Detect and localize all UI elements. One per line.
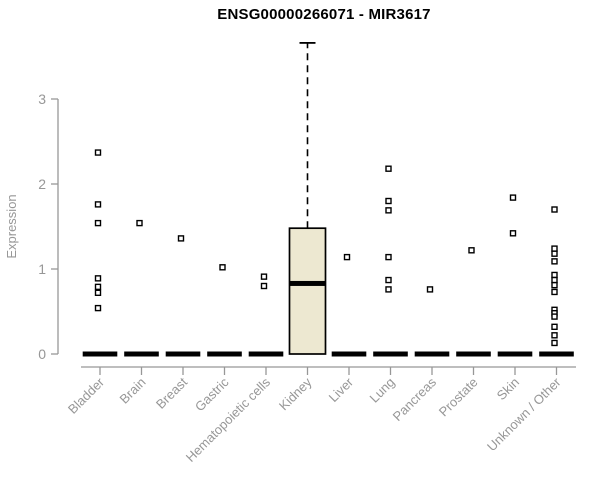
x-category-label: Lung	[367, 375, 398, 406]
outlier-point	[426, 286, 434, 293]
x-category-label: Kidney	[276, 374, 315, 413]
collapsed-box-bar	[82, 351, 118, 357]
outlier-point	[219, 264, 226, 271]
collapsed-box-bar	[373, 351, 408, 357]
collapsed-box-bar	[248, 351, 284, 357]
outlier-point	[94, 275, 102, 282]
outlier-point	[94, 201, 102, 208]
outlier-point	[551, 339, 558, 347]
outlier-point	[509, 230, 517, 237]
outlier-point	[260, 282, 268, 290]
collapsed-box-bar	[124, 351, 159, 357]
outlier-point	[551, 281, 558, 289]
outlier-point	[385, 207, 392, 214]
x-category-label: Prostate	[436, 375, 481, 420]
x-category-label: Gastric	[192, 374, 232, 414]
collapsed-box-bar	[414, 351, 450, 357]
outlier-point	[260, 273, 268, 280]
collapsed-box-bar	[497, 351, 533, 357]
outlier-point	[551, 276, 558, 284]
outlier-point	[551, 323, 558, 330]
y-tick-label: 3	[38, 91, 46, 107]
x-category-label: Unknown / Other	[484, 374, 564, 454]
x-category-label: Skin	[494, 375, 522, 403]
collapsed-box-bar	[331, 351, 367, 357]
chart-title: ENSG00000266071 - MIR3617	[217, 6, 431, 23]
outlier-point	[94, 219, 102, 227]
x-category-label: Breast	[153, 374, 190, 411]
outlier-point	[551, 313, 558, 320]
outlier-point	[94, 289, 102, 296]
y-tick-label: 0	[38, 346, 46, 362]
outlier-point	[551, 271, 558, 279]
outlier-point	[343, 253, 351, 261]
x-category-label: Brain	[117, 375, 149, 407]
median-line	[289, 280, 326, 286]
collapsed-box-bar	[539, 351, 574, 357]
collapsed-box-bar	[456, 351, 491, 357]
outlier-point	[385, 165, 392, 172]
box	[288, 227, 327, 355]
x-category-label: Pancreas	[390, 374, 440, 424]
outlier-point	[385, 197, 392, 205]
outlier-point	[468, 247, 475, 254]
outlier-point	[94, 283, 102, 291]
outlier-point	[551, 250, 558, 257]
outlier-point	[551, 245, 558, 252]
outlier-point	[551, 288, 558, 296]
outlier-point	[551, 332, 558, 339]
outlier-point	[385, 286, 392, 293]
outlier-point	[551, 258, 558, 265]
x-category-label: Liver	[326, 374, 357, 405]
outlier-point	[177, 235, 185, 242]
collapsed-box-bar	[207, 351, 242, 357]
outlier-point	[136, 219, 143, 227]
outlier-point	[94, 149, 102, 156]
outlier-point	[551, 206, 558, 213]
outlier-point	[94, 304, 102, 312]
outlier-point	[385, 276, 392, 284]
x-category-label: Bladder	[65, 374, 108, 417]
y-tick-label: 1	[38, 261, 46, 277]
y-axis-label: Expression	[4, 194, 19, 258]
outlier-point	[385, 253, 392, 261]
outlier-point	[509, 194, 517, 201]
collapsed-box-bar	[165, 351, 201, 357]
y-tick-label: 2	[38, 176, 46, 192]
